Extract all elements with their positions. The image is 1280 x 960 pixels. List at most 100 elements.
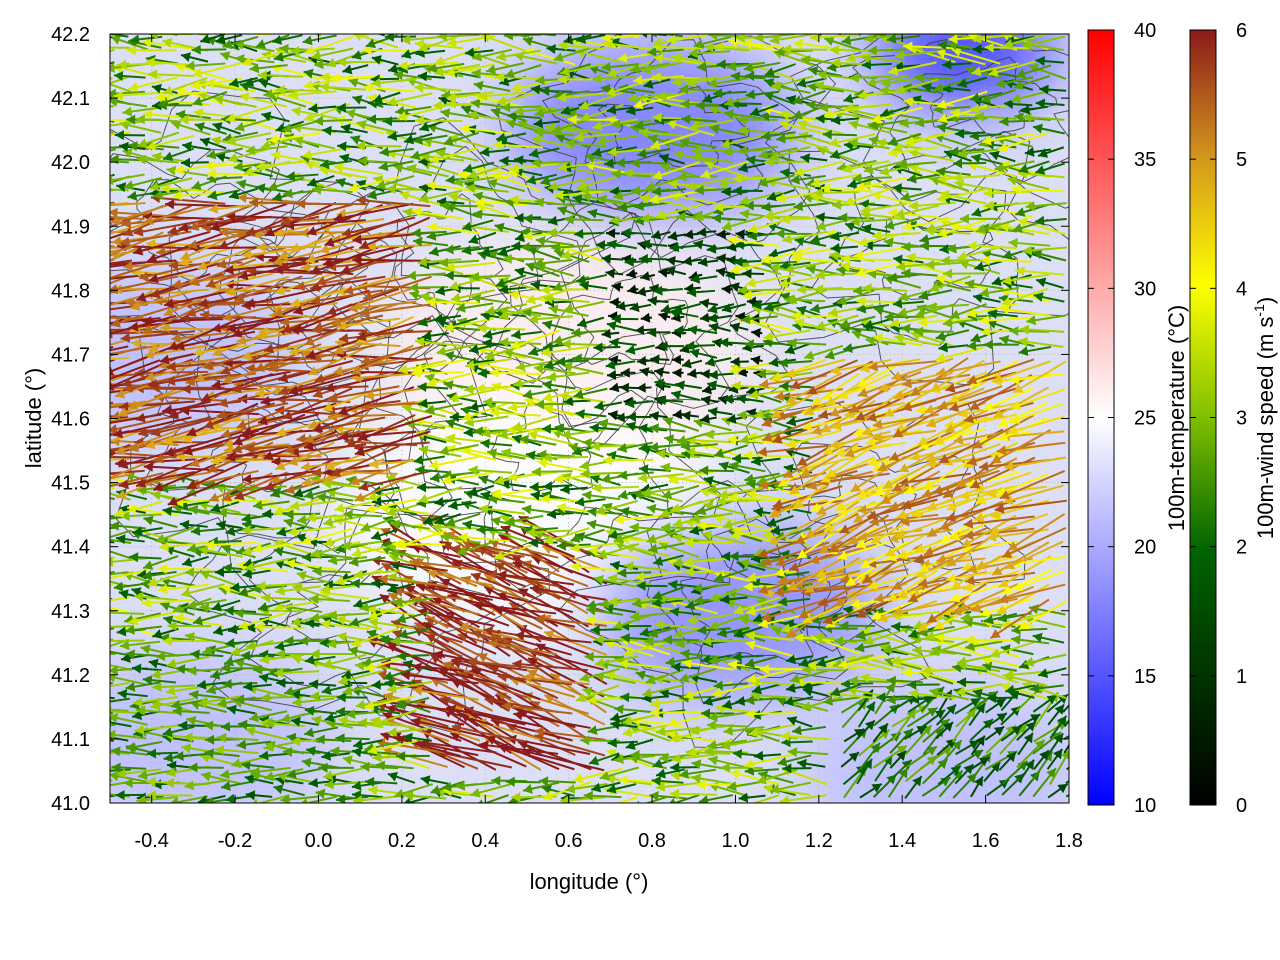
wind-arrow-head: [135, 705, 146, 716]
wind-arrow-head: [395, 699, 405, 710]
wind-arrow-head: [110, 665, 118, 676]
wind-arrow-head: [403, 732, 413, 743]
wind-arrow-head: [353, 739, 363, 750]
wind-arrow-shaft: [400, 673, 479, 685]
wind-arrow-shaft: [110, 272, 113, 275]
wind-arrow-head: [1005, 684, 1016, 695]
wind-arrow-head: [670, 732, 681, 743]
wind-arrow-head: [379, 634, 390, 645]
wind-arrow-head: [896, 745, 907, 755]
wind-arrow-head: [89, 571, 99, 581]
wind-arrow-head: [470, 787, 481, 798]
wind-arrow-head: [181, 743, 192, 754]
wind-arrow-head: [784, 696, 794, 707]
wind-arrow-head: [197, 697, 208, 707]
wind-arrow-head: [320, 619, 331, 630]
wind-arrow-head: [1057, 715, 1067, 727]
wind-arrow-head: [797, 758, 807, 769]
wind-arrow-head: [274, 641, 285, 651]
wind-arrow-shaft: [478, 743, 559, 755]
wind-arrow-shaft: [533, 734, 606, 757]
wind-arrow-head: [712, 687, 722, 698]
wind-arrow-shaft: [110, 721, 132, 728]
wind-arrow-head: [622, 727, 633, 738]
wind-arrow-head: [671, 662, 681, 672]
wind-arrow-head: [190, 649, 200, 660]
wind-arrow-head: [175, 664, 186, 675]
wind-arrow-shaft: [110, 245, 115, 248]
wind-arrow-head: [387, 683, 397, 694]
wind-arrow-head: [120, 640, 130, 651]
wind-arrow-head: [163, 752, 174, 763]
wind-arrow-head: [651, 776, 661, 787]
wind-arrow-head: [782, 763, 792, 774]
wind-arrow-head: [1030, 714, 1041, 724]
wind-arrow-head: [71, 450, 81, 460]
wind-arrow-head: [82, 524, 91, 534]
wind-arrow-head: [198, 795, 208, 803]
wind-arrow-head: [594, 657, 605, 668]
wind-arrow-head: [290, 736, 301, 747]
wind-arrow-head: [371, 679, 381, 690]
wind-arrow-head: [787, 716, 798, 726]
wind-arrow-head: [174, 751, 184, 761]
wind-arrow-head: [235, 694, 245, 705]
wind-arrow-head: [245, 790, 256, 801]
wind-arrow-head: [670, 771, 681, 781]
wind-arrow-head: [164, 778, 174, 789]
wind-arrow-shaft: [1066, 766, 1069, 771]
wind-arrow-head: [497, 672, 508, 683]
wind-arrow-head: [95, 275, 105, 285]
wind-arrow-shaft: [256, 794, 290, 803]
wind-arrow-head: [650, 707, 660, 718]
wind-arrow-head: [42, 468, 51, 478]
wind-arrow-head: [585, 615, 596, 626]
wind-arrow-head: [479, 740, 489, 751]
wind-arrow-head: [1006, 752, 1016, 763]
wind-arrow-head: [146, 777, 156, 787]
wind-arrow-head: [753, 750, 764, 761]
wind-arrow-head: [979, 757, 990, 767]
contour-line: [646, 518, 849, 703]
wind-arrow-shaft: [110, 638, 114, 641]
wind-arrow-shaft: [110, 664, 133, 671]
wind-arrow-head: [1025, 721, 1036, 732]
wind-arrow-head: [326, 638, 337, 649]
wind-arrow-shaft: [1062, 704, 1069, 713]
wind-arrow-shaft: [497, 675, 573, 686]
wind-arrow-head: [802, 664, 812, 675]
wind-arrow-shaft: [110, 315, 116, 319]
wind-arrow-head: [150, 700, 161, 711]
wind-arrow-head: [745, 709, 755, 719]
wind-arrow-head: [98, 697, 108, 707]
wind-arrow-head: [620, 633, 630, 643]
wind-arrow-shaft: [110, 711, 113, 715]
wind-arrow-head: [299, 635, 309, 646]
wind-arrow-head: [86, 380, 96, 389]
wind-arrow-head: [1011, 634, 1021, 645]
wind-arrow-shaft: [419, 741, 497, 754]
wind-arrow-shaft: [386, 706, 465, 726]
wind-arrow-head: [780, 795, 790, 803]
wind-arrow-head: [823, 696, 833, 706]
wind-arrow-head: [417, 607, 428, 618]
wind-arrow-shaft: [527, 649, 604, 671]
wind-arrow-head: [110, 732, 111, 737]
wind-arrow-head: [441, 661, 452, 671]
wind-arrow-head: [82, 704, 92, 714]
wind-arrow-head: [96, 646, 106, 656]
wind-arrow-head: [455, 780, 466, 791]
wind-arrow-head: [618, 775, 629, 785]
wind-arrow-head: [69, 761, 78, 771]
wind-arrow-head: [56, 265, 66, 275]
wind-arrow-head: [336, 794, 346, 803]
wind-arrow-head: [230, 646, 241, 657]
wind-arrow-head: [882, 644, 893, 654]
wind-arrow-head: [66, 266, 76, 276]
wind-arrow-head: [81, 265, 91, 274]
wind-arrow-head: [357, 718, 368, 728]
wind-arrow-head: [63, 303, 72, 313]
wind-arrow-head: [467, 657, 478, 668]
wind-arrow-head: [220, 721, 231, 732]
wind-arrow-head: [121, 653, 131, 663]
